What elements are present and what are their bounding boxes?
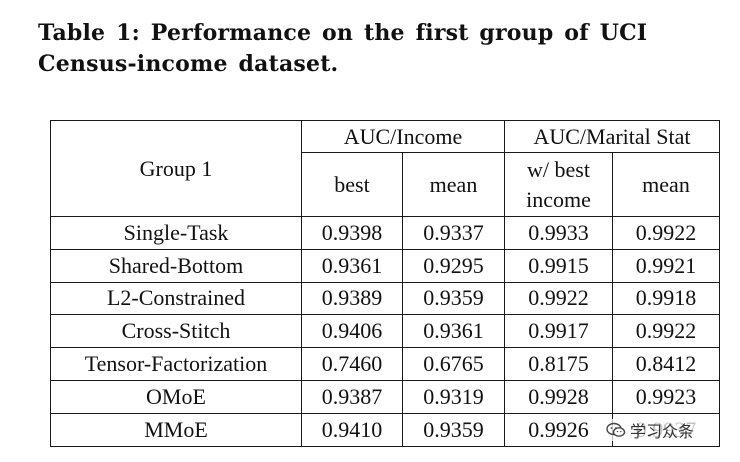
auc-income-header: AUC/Income bbox=[301, 120, 505, 153]
table-row: OMoE 0.9387 0.9319 0.9928 0.9923 bbox=[50, 379, 720, 414]
subheader-with-best-line2: income bbox=[526, 186, 591, 212]
table-caption: Table 1: Performance on the first group … bbox=[38, 20, 648, 77]
subheader-with-best-income: w/ best income bbox=[504, 152, 613, 217]
table-row: L2-Constrained 0.9389 0.9359 0.9922 0.99… bbox=[50, 281, 720, 316]
marital-mean-cell: 0.9918 bbox=[612, 281, 720, 316]
marital-wbest-cell: 0.9915 bbox=[504, 248, 613, 283]
subheader-mean-marital: mean bbox=[612, 152, 720, 217]
method-cell: Shared-Bottom bbox=[50, 248, 302, 283]
wechat-logo-icon bbox=[606, 422, 626, 437]
income-mean-cell: 0.9337 bbox=[402, 216, 505, 250]
marital-mean-cell: 0.9923 bbox=[612, 379, 720, 414]
watermark-text: 学习众条 bbox=[630, 422, 695, 441]
results-table: Group 1 AUC/Income AUC/Marital Stat best… bbox=[50, 120, 720, 447]
marital-wbest-cell: 0.9928 bbox=[504, 379, 613, 414]
marital-mean-cell: 0.8412 bbox=[612, 347, 720, 381]
marital-wbest-cell: 0.9926 bbox=[504, 412, 613, 447]
marital-mean-cell: 0.9922 bbox=[612, 314, 720, 349]
method-cell: OMoE bbox=[50, 379, 302, 414]
income-mean-cell: 0.9361 bbox=[402, 314, 505, 349]
marital-mean-cell: 0.9921 bbox=[612, 248, 720, 283]
method-cell: Cross-Stitch bbox=[50, 314, 302, 349]
watermark: 学习众条 bbox=[604, 419, 697, 441]
subheader-with-best-line1: w/ best bbox=[527, 156, 590, 182]
income-mean-cell: 0.9295 bbox=[402, 248, 505, 283]
income-mean-cell: 0.9359 bbox=[402, 412, 505, 447]
marital-wbest-cell: 0.9917 bbox=[504, 314, 613, 349]
income-mean-cell: 0.6765 bbox=[402, 347, 505, 381]
table-row: MMoE 0.9410 0.9359 0.9926 0.9937 bbox=[50, 412, 720, 447]
table-row: Shared-Bottom 0.9361 0.9295 0.9915 0.992… bbox=[50, 248, 720, 283]
marital-wbest-cell: 0.8175 bbox=[504, 347, 613, 381]
income-best-cell: 0.9387 bbox=[301, 379, 403, 414]
method-cell: L2-Constrained bbox=[50, 281, 302, 316]
income-best-cell: 0.9410 bbox=[301, 412, 403, 447]
income-mean-cell: 0.9359 bbox=[402, 281, 505, 316]
income-best-cell: 0.9361 bbox=[301, 248, 403, 283]
table-row: Cross-Stitch 0.9406 0.9361 0.9917 0.9922 bbox=[50, 314, 720, 349]
method-cell: MMoE bbox=[50, 412, 302, 447]
table-row: Single-Task 0.9398 0.9337 0.9933 0.9922 bbox=[50, 216, 720, 250]
table-row: Tensor-Factorization 0.7460 0.6765 0.817… bbox=[50, 347, 720, 381]
income-best-cell: 0.9389 bbox=[301, 281, 403, 316]
method-cell: Tensor-Factorization bbox=[50, 347, 302, 381]
marital-mean-cell: 0.9922 bbox=[612, 216, 720, 250]
subheader-best: best bbox=[301, 152, 403, 217]
marital-wbest-cell: 0.9933 bbox=[504, 216, 613, 250]
income-best-cell: 0.9398 bbox=[301, 216, 403, 250]
method-cell: Single-Task bbox=[50, 216, 302, 250]
income-best-cell: 0.9406 bbox=[301, 314, 403, 349]
auc-marital-header: AUC/Marital Stat bbox=[504, 120, 720, 153]
subheader-mean: mean bbox=[402, 152, 505, 217]
group-header: Group 1 bbox=[50, 120, 302, 217]
income-mean-cell: 0.9319 bbox=[402, 379, 505, 414]
marital-wbest-cell: 0.9922 bbox=[504, 281, 613, 316]
income-best-cell: 0.7460 bbox=[301, 347, 403, 381]
